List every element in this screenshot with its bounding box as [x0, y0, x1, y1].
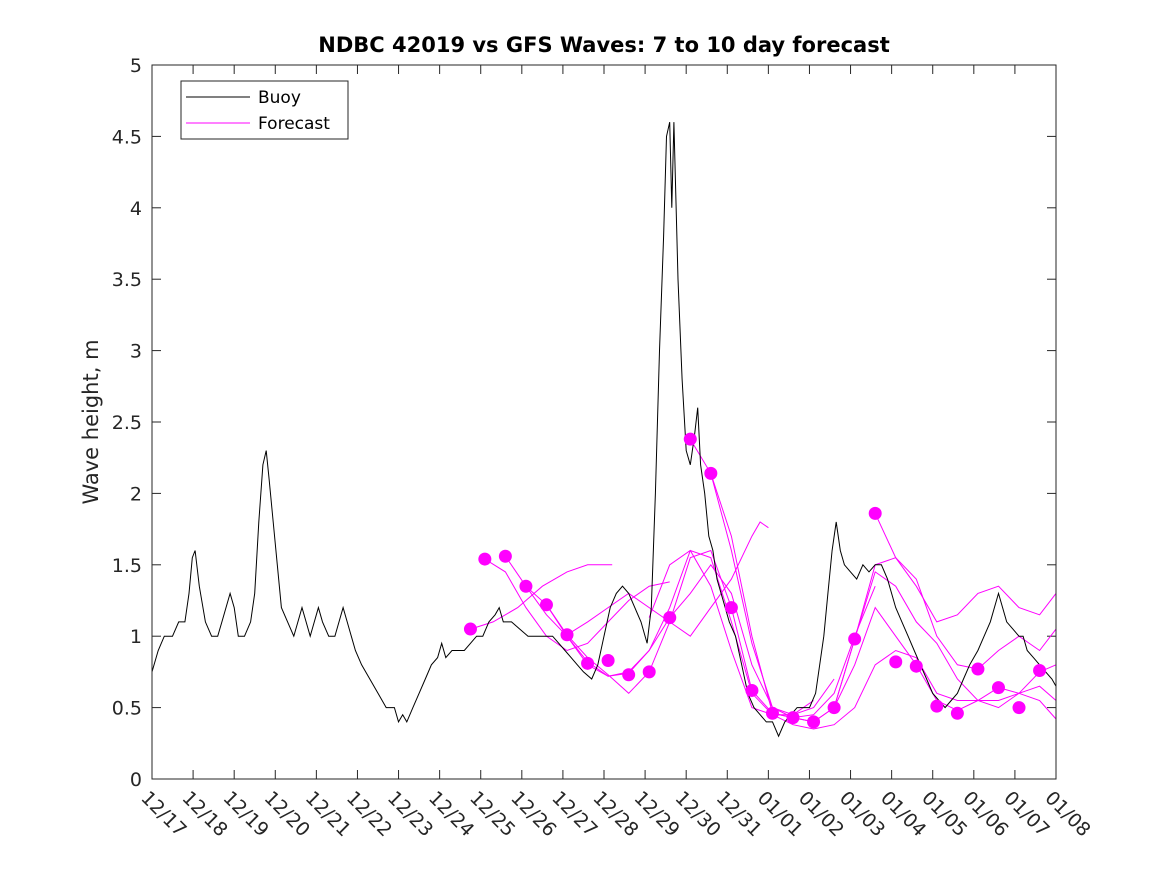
y-tick-label: 1	[130, 626, 142, 648]
forecast-marker	[786, 711, 800, 725]
axis-ticks	[151, 64, 1057, 780]
forecast-line-6	[566, 521, 769, 637]
forecast-marker	[704, 466, 718, 480]
plot-frame	[151, 64, 1057, 780]
forecast-marker	[991, 681, 1005, 695]
y-tick-label: 1.5	[112, 555, 142, 577]
legend-box	[180, 80, 349, 140]
forecast-marker	[642, 665, 656, 679]
forecast-marker	[848, 632, 862, 646]
forecast-marker	[478, 552, 492, 566]
series-layer	[151, 121, 1057, 738]
forecast-marker	[807, 715, 821, 729]
y-tick-label: 4	[130, 198, 142, 220]
forecast-marker	[971, 662, 985, 676]
forecast-marker	[683, 432, 697, 446]
y-tick-label: 0.5	[112, 698, 142, 720]
forecast-line-7	[648, 549, 1057, 730]
forecast-marker	[868, 506, 882, 520]
y-axis-label: Wave height, m	[79, 339, 103, 504]
forecast-line-8	[689, 438, 1057, 723]
forecast-marker	[765, 706, 779, 720]
forecast-line-10	[874, 513, 1057, 623]
forecast-marker	[663, 611, 677, 625]
y-tick-label: 2	[130, 483, 142, 505]
forecast-marker	[909, 659, 923, 673]
forecast-marker	[581, 656, 595, 670]
forecast-line-9	[710, 473, 1057, 723]
legend-forecast-label: Forecast	[258, 114, 330, 134]
y-tick-labels: 0 0.5 1 1.5 2 2.5 3 3.5 4 4.5 5	[112, 55, 142, 791]
forecast-line-1	[470, 564, 613, 630]
forecast-marker	[930, 699, 944, 713]
forecast-marker	[1012, 701, 1026, 715]
y-tick-label: 2.5	[112, 412, 142, 434]
forecast-marker	[622, 668, 636, 682]
y-tick-label: 5	[130, 55, 142, 77]
forecast-marker	[745, 683, 759, 697]
forecast-marker	[601, 653, 615, 667]
y-tick-label: 3	[130, 341, 142, 363]
forecast-marker	[1033, 663, 1047, 677]
forecast-marker	[519, 579, 533, 593]
forecast-line-3	[504, 549, 814, 716]
forecast-marker	[560, 628, 574, 642]
legend-buoy-label: Buoy	[258, 88, 301, 108]
forecast-marker	[539, 598, 553, 612]
forecast-markers	[463, 432, 1047, 729]
y-tick-label: 0	[130, 769, 142, 791]
y-tick-label: 4.5	[112, 126, 142, 148]
buoy-line	[151, 121, 1057, 738]
forecast-marker	[889, 655, 903, 669]
y-tick-label: 3.5	[112, 269, 142, 291]
forecast-marker	[827, 701, 841, 715]
forecast-marker	[463, 622, 477, 636]
forecast-marker	[498, 549, 512, 563]
chart-title: NDBC 42019 vs GFS Waves: 7 to 10 day for…	[318, 33, 889, 57]
forecast-marker	[950, 706, 964, 720]
forecast-line-5	[546, 549, 876, 719]
legend: Buoy Forecast	[180, 80, 349, 140]
forecast-line-4	[525, 563, 835, 716]
forecast-marker	[724, 601, 738, 615]
